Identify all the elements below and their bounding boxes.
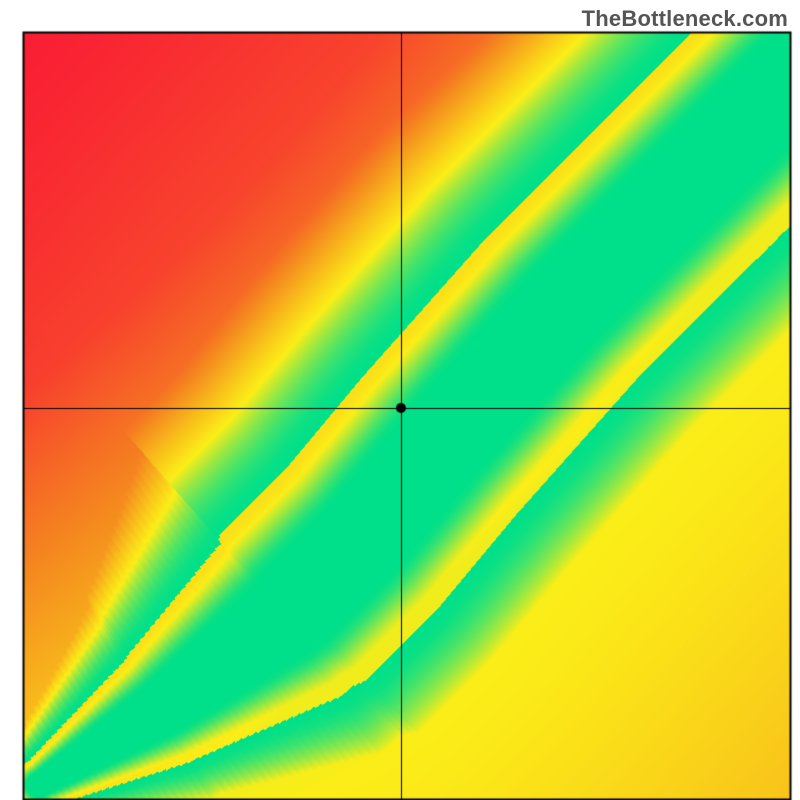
heatmap-canvas (0, 0, 800, 800)
chart-container: TheBottleneck.com (0, 0, 800, 800)
watermark-text: TheBottleneck.com (582, 6, 788, 32)
